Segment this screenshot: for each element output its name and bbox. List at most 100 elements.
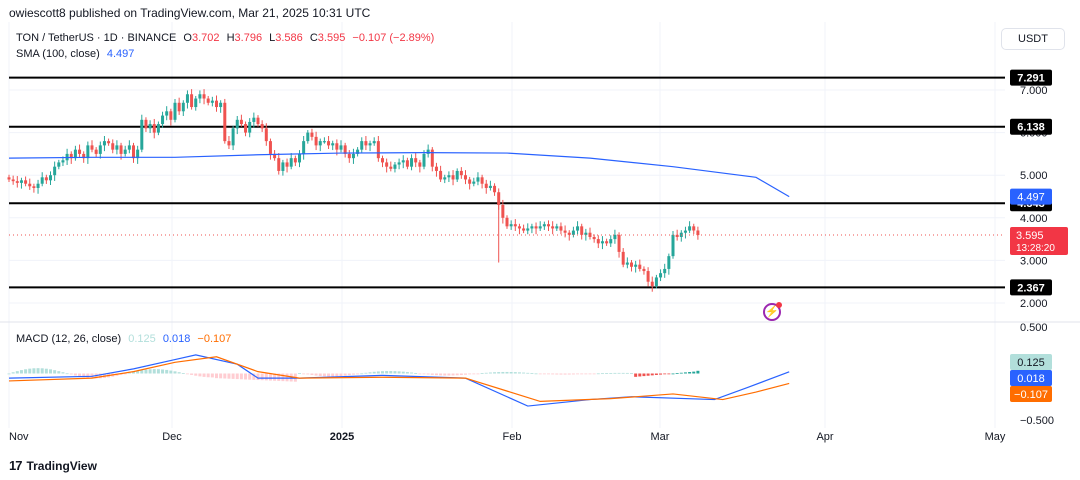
- candle-body: [264, 128, 268, 142]
- candle-body: [335, 143, 339, 150]
- macd-tag-box: [1010, 354, 1052, 370]
- candle-body: [256, 117, 260, 125]
- level-tag-box: [1010, 118, 1052, 135]
- macd-legend[interactable]: MACD (12, 26, close) 0.125 0.018 −0.107: [16, 333, 231, 345]
- macd-histogram-bar: [40, 368, 44, 374]
- macd-histogram-bar: [256, 373, 260, 381]
- macd-histogram-bar: [268, 373, 272, 381]
- level-tag-box: [1010, 279, 1052, 296]
- macd-histogram-bar: [534, 373, 538, 375]
- candle-body: [90, 145, 94, 150]
- candle-body: [111, 143, 115, 150]
- macd-histogram-bar: [551, 373, 555, 375]
- macd-histogram-bar: [571, 373, 575, 375]
- macd-histogram-bar: [19, 370, 23, 374]
- macd-histogram-bar: [576, 373, 580, 375]
- candle-body: [132, 145, 135, 159]
- macd-histogram-bar: [78, 373, 82, 377]
- macd-histogram-bar: [621, 372, 625, 374]
- candle-body: [298, 153, 301, 163]
- currency-button[interactable]: USDT: [1001, 28, 1065, 50]
- macd-histogram-bar: [526, 372, 530, 374]
- candle-body: [360, 141, 364, 150]
- macd-histogram-bar: [484, 372, 488, 374]
- macd-histogram-bar: [368, 372, 372, 374]
- macd-histogram-bar: [625, 372, 629, 374]
- macd-histogram-bar: [567, 373, 571, 375]
- candle-body: [339, 145, 343, 150]
- macd-histogram-bar: [451, 373, 455, 376]
- macd-histogram-bar: [654, 373, 658, 375]
- macd-histogram-bar: [372, 371, 376, 374]
- macd-histogram-bar: [281, 373, 285, 382]
- candle-body: [625, 262, 629, 265]
- macd-histogram-bar: [476, 373, 480, 375]
- macd-histogram-bar: [32, 368, 36, 374]
- macd-histogram-bar: [405, 372, 409, 374]
- macd-histogram-bar: [547, 373, 550, 375]
- candle-body: [497, 192, 501, 206]
- candle-body: [73, 149, 77, 159]
- macd-tag-label: 0.018: [1017, 373, 1045, 385]
- macd-histogram-bar: [501, 371, 505, 374]
- candle-body: [82, 153, 86, 159]
- macd-histogram-bar: [418, 373, 422, 375]
- macd-histogram-bar: [148, 369, 152, 374]
- time-tick-label: Feb: [503, 431, 522, 443]
- time-tick-label: May: [985, 431, 1006, 443]
- candle-body: [430, 149, 434, 167]
- time-axis[interactable]: Nov Dec 2025 Feb Mar Apr May: [9, 431, 1006, 443]
- high-value: 3.796: [234, 32, 263, 44]
- candle-body: [260, 124, 264, 129]
- symbol-name[interactable]: TON / TetherUS · 1D · BINANCE: [16, 32, 177, 44]
- macd-histogram-bar: [15, 371, 19, 374]
- sma-label: SMA (100, close): [16, 48, 100, 60]
- candle-body: [538, 226, 542, 229]
- macd-histogram-bar: [443, 373, 447, 376]
- candle-body: [244, 124, 248, 133]
- candle-body: [310, 132, 314, 137]
- macd-histogram-bar: [351, 373, 355, 375]
- candle-body: [268, 141, 272, 154]
- macd-histogram-bar: [244, 373, 248, 380]
- candle-body: [534, 226, 538, 229]
- sma-legend[interactable]: SMA (100, close) 4.497: [16, 48, 134, 60]
- candle-body: [530, 226, 534, 229]
- candle-body: [115, 145, 119, 150]
- macd-histogram-bar: [513, 372, 517, 374]
- macd-histogram-bar: [459, 373, 463, 376]
- macd-histogram-bar: [530, 373, 534, 374]
- macd-histogram-bar: [82, 373, 86, 378]
- tradingview-brand[interactable]: 17 TradingView: [9, 458, 97, 473]
- lightning-icon[interactable]: ⚡: [763, 302, 782, 321]
- macd-histogram-bar: [347, 373, 351, 376]
- candle-body: [613, 234, 617, 240]
- sma-value: 4.497: [106, 48, 135, 60]
- macd-histogram-bar: [480, 373, 484, 374]
- macd-histogram-bar: [600, 373, 604, 375]
- macd-histogram-bar: [65, 373, 69, 375]
- candle-body: [517, 226, 521, 229]
- macd-histogram-bar: [24, 369, 28, 374]
- macd-histogram-bar: [497, 372, 501, 374]
- candle-body: [28, 183, 32, 187]
- candle-body: [443, 177, 447, 180]
- candle-body: [119, 145, 123, 154]
- macd-histogram-bar: [634, 373, 638, 377]
- candle-body: [588, 232, 592, 237]
- macd-histogram-bar: [173, 371, 177, 374]
- candle-body: [177, 102, 181, 112]
- macd-histogram-bar: [397, 371, 401, 374]
- macd-histogram-bar: [28, 368, 32, 374]
- macd-histogram-bar: [273, 373, 277, 381]
- open-value: 3.702: [191, 32, 220, 44]
- candle-body: [642, 268, 646, 272]
- candle-body: [11, 179, 15, 182]
- macd-histogram-bar: [638, 373, 642, 377]
- macd-histogram-bar: [588, 373, 592, 375]
- time-tick-label: Nov: [9, 431, 29, 443]
- macd-histogram-bar: [596, 373, 600, 375]
- publisher-line: owiescott8 published on TradingView.com,…: [9, 6, 371, 20]
- candle-body: [426, 149, 430, 154]
